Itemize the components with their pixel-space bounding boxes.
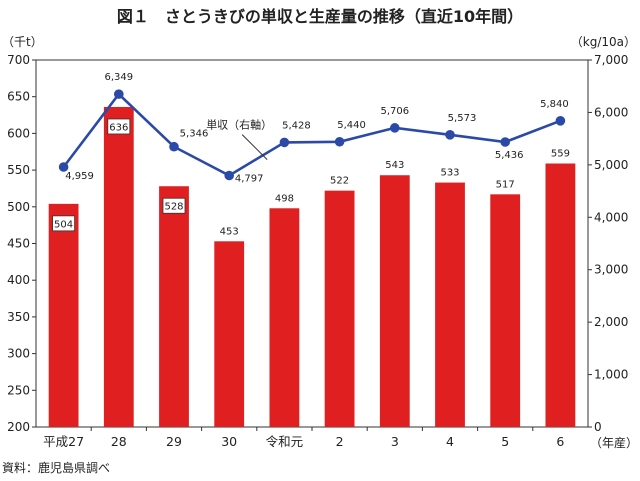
x-tick-label: 5	[501, 434, 509, 449]
left-tick-label: 500	[7, 200, 30, 214]
bar-label: 498	[275, 193, 294, 204]
left-tick-label: 350	[7, 310, 30, 324]
left-axis-unit: （千t）	[2, 35, 43, 49]
line-point	[334, 136, 345, 147]
line-point	[500, 137, 511, 147]
bar	[214, 241, 245, 427]
line-point	[169, 141, 179, 152]
line-point-label: 5,346	[180, 129, 209, 140]
line-point-label: 5,436	[495, 150, 524, 161]
bar-label: 453	[220, 226, 239, 237]
bar	[435, 182, 465, 427]
right-tick-label: 2,000	[594, 315, 628, 329]
plot-area: 200 250 300 350 400 450 500 550 600 650 700 0 1,000 2…	[7, 53, 628, 449]
right-tick-label: 7,000	[594, 53, 628, 67]
line-point-label: 4,959	[65, 171, 94, 182]
chart-title: 図１ さとうきびの単収と生産量の推移（直近10年間）	[117, 7, 523, 26]
line-point-label: 6,349	[104, 72, 133, 83]
bar-label: 528	[164, 202, 183, 213]
right-tick-label: 6,000	[594, 105, 628, 119]
bar-label: 636	[109, 122, 128, 133]
bar-label: 543	[385, 160, 404, 171]
left-tick-label: 250	[7, 383, 30, 397]
bar-label: 533	[440, 168, 459, 179]
bar	[159, 186, 189, 427]
left-tick-label: 300	[7, 347, 30, 361]
line-point-label: 5,573	[448, 113, 477, 124]
right-axis-unit: （kg/10a）	[571, 35, 636, 49]
bar-label: 559	[551, 148, 570, 159]
right-tick-label: 0	[594, 420, 602, 434]
line-point-label: 4,797	[235, 174, 264, 185]
series-callout-label: 単収（右軸）	[206, 118, 272, 132]
line-point-label: 5,840	[540, 99, 569, 110]
x-tick-label: 30	[221, 434, 237, 449]
bar	[269, 208, 300, 427]
left-tick-label: 450	[7, 237, 30, 251]
bar-label: 504	[54, 219, 73, 230]
left-tick-label: 650	[7, 90, 30, 104]
bar	[545, 163, 576, 427]
x-tick-label: 29	[166, 434, 182, 449]
left-tick-label: 550	[7, 163, 30, 177]
x-tick-label: 2	[336, 434, 344, 449]
right-tick-label: 4,000	[594, 210, 628, 224]
x-tick-label: 3	[391, 434, 399, 449]
line-point-label: 5,440	[337, 120, 366, 131]
bar	[379, 175, 410, 427]
x-tick-label: 令和元	[266, 434, 304, 449]
x-tick-label: 4	[446, 434, 454, 449]
line-point-label: 5,428	[282, 120, 311, 131]
left-tick-label: 400	[7, 273, 30, 287]
line-point	[58, 162, 69, 172]
right-tick-label: 1,000	[594, 368, 628, 382]
series-line	[62, 92, 561, 177]
left-tick-label: 700	[7, 53, 30, 67]
x-axis-unit: （年産）	[590, 435, 638, 450]
left-tick-label: 600	[7, 126, 30, 140]
line-point	[114, 89, 124, 99]
right-tick-label: 5,000	[594, 158, 628, 172]
source-note: 資料：鹿児島県調べ	[2, 460, 110, 475]
bar-label: 517	[496, 179, 515, 190]
bar	[103, 106, 134, 427]
line-point	[555, 116, 566, 126]
x-tick-label: 6	[556, 434, 564, 449]
line-point	[224, 170, 234, 181]
bar-label-box	[52, 215, 75, 232]
bar-label: 522	[330, 176, 349, 187]
line-point	[279, 137, 290, 148]
x-tick-label: 平成27	[43, 434, 84, 449]
right-tick-label: 3,000	[594, 263, 628, 277]
bar	[48, 203, 79, 427]
bar-label-box	[162, 197, 186, 214]
left-tick-label: 200	[7, 420, 30, 434]
line-point-label: 5,706	[380, 106, 409, 117]
series-callout-leader	[241, 134, 268, 160]
line-point	[390, 123, 400, 133]
bar	[490, 194, 521, 427]
bar-label-box	[107, 118, 131, 135]
x-tick-label: 28	[111, 434, 127, 449]
bar	[324, 190, 355, 427]
line-point	[445, 130, 455, 140]
